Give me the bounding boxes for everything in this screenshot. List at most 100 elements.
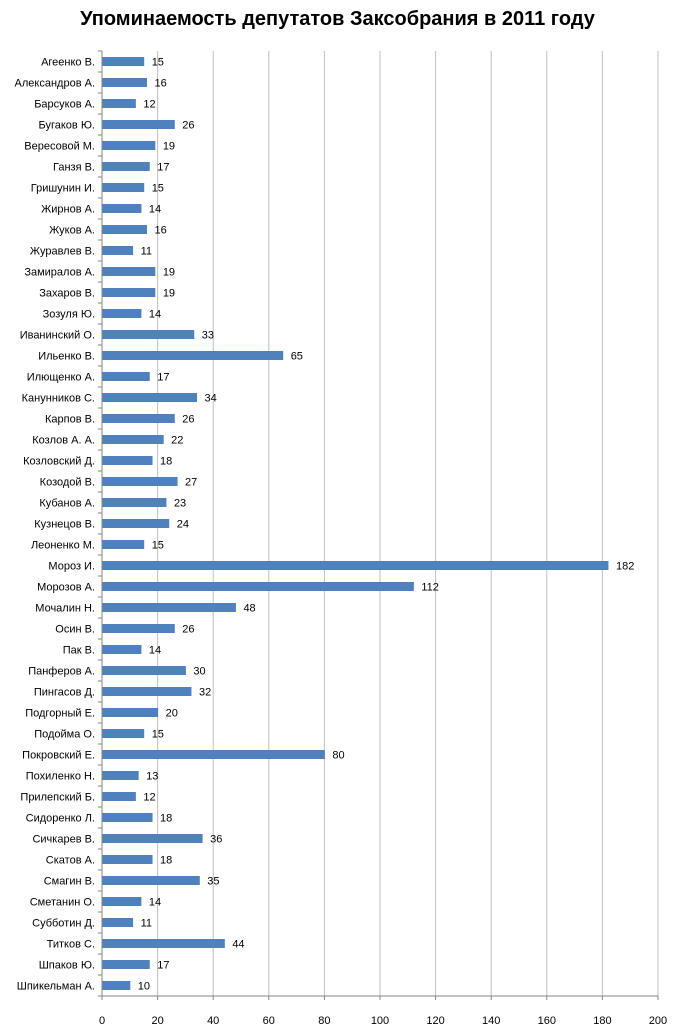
bar (102, 897, 142, 906)
data-label: 12 (143, 99, 155, 111)
bar (102, 771, 139, 780)
data-label: 26 (182, 414, 194, 426)
data-label: 30 (193, 666, 205, 678)
data-label: 11 (141, 918, 152, 930)
bar (102, 393, 198, 402)
data-label: 15 (152, 183, 164, 195)
x-tick-label: 60 (263, 1015, 275, 1027)
bar (102, 813, 153, 822)
category-label: Канунников С. (22, 393, 95, 405)
data-label: 12 (143, 792, 155, 804)
bar (102, 624, 175, 633)
data-label: 17 (157, 372, 169, 384)
data-label: 112 (421, 582, 439, 594)
x-tick-label: 80 (318, 1015, 330, 1027)
data-label: 19 (163, 288, 175, 300)
category-label: Покровский Е. (22, 750, 95, 762)
bar (102, 729, 145, 738)
x-tick-label: 100 (371, 1015, 389, 1027)
category-label: Сметанин О. (30, 897, 95, 909)
bar (102, 435, 164, 444)
data-label: 14 (149, 309, 161, 321)
bar (102, 141, 156, 150)
category-label: Ильенко В. (38, 351, 95, 363)
category-label: Жирнов А. (41, 204, 95, 216)
bar (102, 183, 145, 192)
data-label: 16 (154, 78, 166, 90)
category-label: Козловский Д. (23, 456, 95, 468)
data-label: 20 (166, 708, 178, 720)
bar (102, 540, 145, 549)
bar (102, 981, 131, 990)
bar (102, 834, 203, 843)
category-label: Смагин В. (44, 876, 95, 888)
category-label: Осин В. (55, 624, 95, 636)
bar (102, 225, 147, 234)
data-label: 13 (146, 771, 158, 783)
x-tick-label: 0 (99, 1015, 105, 1027)
category-label: Гришунин И. (31, 183, 95, 195)
data-label: 17 (157, 162, 169, 174)
x-tick-label: 160 (538, 1015, 556, 1027)
category-label: Журавлев В. (30, 246, 95, 258)
bar (102, 687, 192, 696)
data-label: 65 (291, 351, 303, 363)
bar (102, 519, 170, 528)
data-label: 14 (149, 897, 161, 909)
x-tick-label: 40 (207, 1015, 219, 1027)
category-label: Жуков А. (49, 225, 95, 237)
bar (102, 120, 175, 129)
bar (102, 939, 225, 948)
x-tick-label: 180 (593, 1015, 611, 1027)
category-label: Иванинский О. (20, 330, 95, 342)
data-label: 17 (157, 960, 169, 972)
data-label: 182 (616, 561, 634, 573)
x-tick-label: 120 (426, 1015, 444, 1027)
bar (102, 99, 136, 108)
category-label: Шпикельман А. (17, 981, 95, 993)
bar (102, 372, 150, 381)
category-label: Панферов А. (28, 666, 95, 678)
data-label: 19 (163, 267, 175, 279)
bar (102, 960, 150, 969)
data-label: 14 (149, 645, 161, 657)
data-label: 22 (171, 435, 183, 447)
data-label: 15 (152, 57, 164, 69)
chart-title: Упоминаемость депутатов Заксобрания в 20… (80, 8, 595, 30)
bar (102, 708, 159, 717)
bar (102, 792, 136, 801)
category-label: Прилепский Б. (20, 792, 95, 804)
bar (102, 288, 156, 297)
bar (102, 414, 175, 423)
data-label: 10 (138, 981, 150, 993)
category-label: Барсуков А. (34, 99, 95, 111)
data-label: 33 (202, 330, 214, 342)
category-label: Кузнецов В. (34, 519, 95, 531)
data-label: 34 (205, 393, 217, 405)
bar (102, 78, 147, 87)
data-label: 16 (154, 225, 166, 237)
category-label: Мочалин Н. (35, 603, 95, 615)
category-label: Субботин Д. (32, 918, 95, 930)
category-label: Подгорный Е. (25, 708, 95, 720)
data-label: 35 (207, 876, 219, 888)
data-label: 80 (332, 750, 344, 762)
data-label: 32 (199, 687, 211, 699)
bar (102, 918, 134, 927)
bar (102, 561, 609, 570)
bar (102, 162, 150, 171)
category-label: Агеенко В. (41, 57, 95, 69)
bar (102, 456, 153, 465)
x-tick-label: 140 (482, 1015, 500, 1027)
category-label: Морозов А. (37, 582, 95, 594)
bar (102, 876, 200, 885)
category-label: Шпаков Ю. (39, 960, 95, 972)
category-label: Кубанов А. (39, 498, 95, 510)
bar (102, 582, 414, 591)
data-label: 44 (232, 939, 244, 951)
bar (102, 603, 236, 612)
category-label: Козлов А. А. (32, 435, 95, 447)
data-label: 24 (177, 519, 189, 531)
bar (102, 330, 195, 339)
